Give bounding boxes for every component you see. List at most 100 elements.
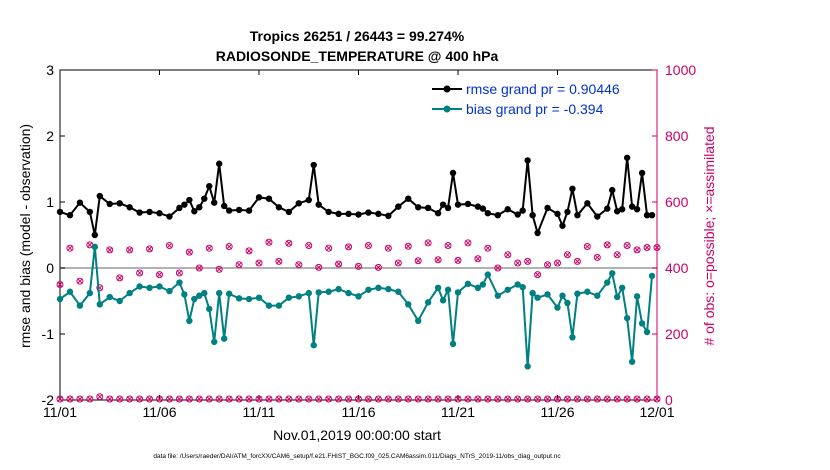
obs-possible-marker-x — [156, 271, 163, 278]
x-tick-label: 11/01 — [43, 404, 77, 420]
rmse-point — [126, 204, 133, 211]
obs-assim-marker-o — [424, 395, 432, 403]
x-tick-label: 11/21 — [441, 404, 475, 420]
obs-assim-marker-x — [285, 396, 292, 402]
obs-possible-marker-x — [136, 270, 143, 276]
rmse-point — [464, 200, 472, 208]
bias-point — [191, 295, 198, 303]
chart-title: Tropics 26251 / 26443 = 99.274% — [250, 28, 465, 44]
obs-possible-marker-o — [504, 251, 512, 259]
obs-possible-marker-x — [395, 260, 402, 266]
obs-possible-marker-o — [106, 246, 114, 254]
obs-possible-marker-x — [554, 260, 561, 266]
rmse-point — [623, 154, 631, 161]
obs-possible-marker-o — [494, 264, 502, 272]
x-axis: 11/01 11/06 11/11 11/16 11/21 11/26 12/01 — [43, 70, 675, 420]
obs-assim-marker-o — [563, 395, 571, 403]
obs-possible-marker-o — [185, 248, 193, 256]
obs-possible-marker-x — [425, 240, 432, 246]
obs-assim-marker-o — [603, 395, 611, 403]
legend-rmse-marker — [443, 85, 451, 93]
obs-assim-marker-o — [146, 395, 154, 403]
obs-assim-marker-x — [206, 396, 213, 402]
obs-assim-marker-o — [454, 395, 462, 403]
x-tick-label: 12/01 — [639, 404, 674, 420]
obs-possible-marker-o — [265, 238, 273, 246]
bias-point — [345, 289, 352, 297]
obs-possible-marker-x — [534, 271, 541, 278]
bias-point — [633, 293, 641, 300]
obs-possible-marker-x — [266, 239, 272, 246]
obs-assim-marker-x — [435, 396, 441, 402]
obs-assim-marker-x — [156, 396, 163, 402]
obs-assim-marker-x — [624, 396, 631, 402]
rmse-point — [66, 212, 74, 219]
obs-count-markers — [56, 238, 661, 403]
rmse-point — [529, 212, 536, 219]
obs-assim-marker-o — [554, 395, 561, 403]
obs-possible-marker-o — [603, 241, 611, 249]
bias-point — [365, 286, 372, 293]
bias-point — [623, 314, 631, 322]
rmse-point — [325, 208, 332, 216]
rmse-point — [554, 210, 561, 218]
bias-point — [305, 289, 312, 297]
chart-subtitle: RADIOSONDE_TEMPERATURE @ 400 hPa — [216, 48, 499, 64]
obs-assim-marker-x — [335, 396, 342, 402]
obs-assim-marker-x — [644, 396, 650, 402]
obs-assim-marker-x — [77, 396, 83, 402]
obs-possible-marker-o — [305, 242, 313, 250]
obs-assim-marker-x — [96, 393, 103, 400]
bias-point — [604, 279, 611, 286]
obs-assim-marker-x — [654, 396, 660, 402]
obs-assim-marker-o — [335, 395, 343, 403]
obs-possible-marker-x — [116, 275, 123, 281]
obs-possible-marker-x — [574, 258, 581, 265]
bias-point — [310, 342, 317, 349]
bias-point — [265, 302, 273, 309]
bias-point — [255, 294, 263, 301]
rmse-point — [375, 210, 382, 218]
obs-assim-marker-x — [475, 396, 481, 402]
rmse-point — [524, 157, 531, 164]
obs-possible-marker-o — [325, 244, 333, 252]
obs-assim-marker-x — [365, 396, 372, 402]
obs-possible-marker-x — [435, 256, 441, 263]
y2-tick-label: 1000 — [665, 62, 696, 78]
rmse-point — [181, 201, 188, 208]
y2-tick-label: 400 — [665, 260, 689, 276]
obs-possible-marker-x — [67, 245, 73, 252]
rmse-point — [345, 210, 352, 218]
obs-assim-marker-x — [355, 396, 362, 402]
obs-assim-marker-o — [484, 395, 492, 403]
obs-assim-marker-x — [634, 396, 640, 402]
obs-possible-marker-x — [216, 266, 223, 273]
rmse-point — [335, 210, 342, 218]
rmse-point — [96, 192, 104, 200]
obs-possible-marker-x — [455, 257, 461, 264]
rmse-point — [191, 208, 198, 215]
bias-point — [534, 294, 541, 301]
rmse-point — [609, 186, 616, 194]
obs-possible-marker-o — [275, 257, 283, 265]
bias-point — [574, 290, 581, 297]
rmse-point — [365, 209, 372, 216]
bias-point — [628, 358, 636, 365]
x-tick-label: 11/16 — [342, 404, 376, 420]
obs-possible-marker-o — [573, 257, 581, 265]
obs-possible-marker-x — [445, 242, 451, 249]
bias-point — [439, 297, 447, 304]
bias-point — [529, 289, 536, 297]
obs-assim-marker-x — [176, 396, 183, 402]
obs-assim-marker-o — [76, 395, 84, 403]
rmse-point — [225, 207, 233, 214]
rmse-point — [514, 211, 521, 218]
rmse-point — [648, 212, 656, 219]
obs-assim-marker-o — [106, 395, 114, 403]
obs-possible-marker-o — [285, 239, 293, 247]
obs-assim-marker-x — [136, 396, 143, 402]
bias-point — [614, 293, 621, 301]
rmse-point — [146, 208, 153, 216]
rmse-point — [211, 199, 218, 206]
rmse-point — [196, 204, 203, 211]
